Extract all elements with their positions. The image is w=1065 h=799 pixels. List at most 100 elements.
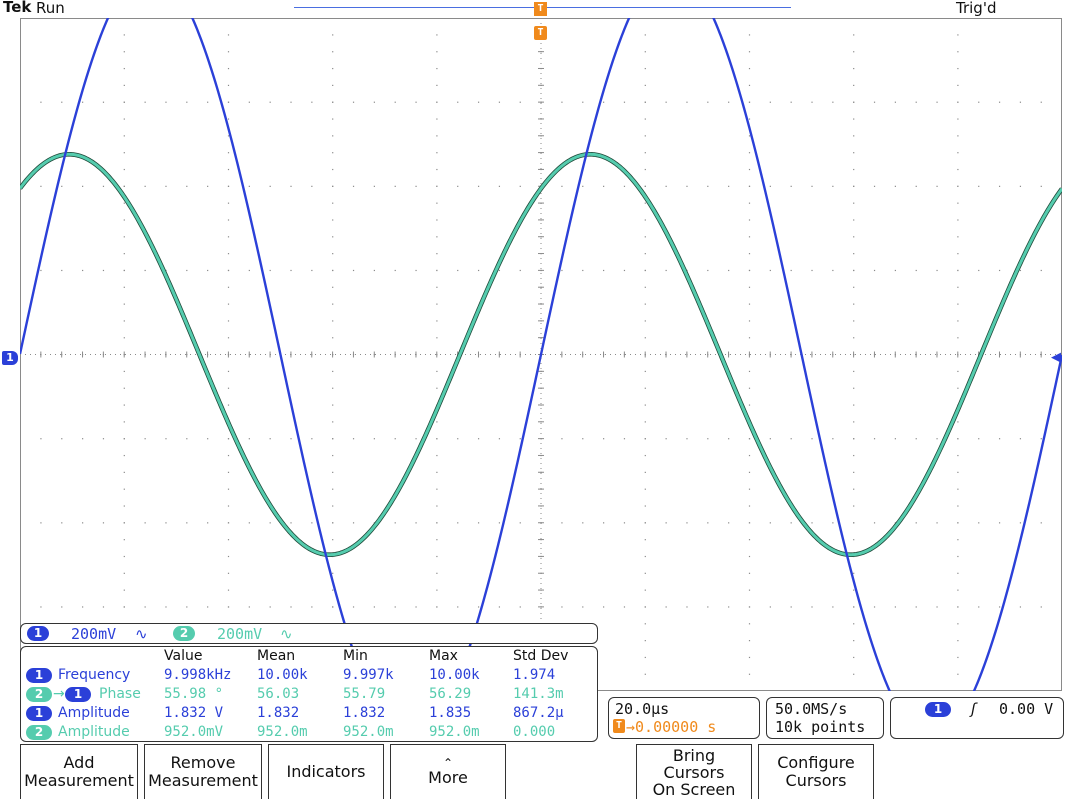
ch2-scale[interactable]: 200mV [217,625,263,643]
grid-dot [644,488,646,490]
trigger-readout[interactable]: 1 ʃ 0.00 V [890,697,1064,739]
grid-dot [519,522,521,524]
grid-dot [123,337,125,339]
configure-cursors-button[interactable]: Configure Cursors [758,744,874,799]
grid-dot [894,269,896,272]
grid-dot [227,101,230,103]
grid-dot [707,522,709,524]
grid-dot [415,185,417,187]
grid-dot [227,118,230,120]
grid-dot [957,253,959,255]
grid-dot [332,606,334,608]
row4-mean: 952.0m [257,724,308,740]
grid-dot [269,185,271,187]
grid-dot [227,67,230,70]
row2-arrow-icon: → [53,686,65,702]
row4-source-badge: 2 [26,725,52,740]
grid-dot [665,185,667,187]
grid-dot [644,589,646,591]
grid-dot [957,522,959,524]
grid-dot [957,51,959,53]
grid-dot [853,253,855,255]
grid-dot [227,320,230,322]
softkey-label-line1: Bring [672,745,716,765]
ch1-ground-marker[interactable]: 1 [2,351,18,365]
grid-dot [957,471,959,473]
grid-dot [227,168,230,171]
grid-dot [290,185,292,187]
grid-dot [748,286,751,288]
grid-dot [165,606,167,608]
grid-dot [227,438,230,440]
softkey-label-line1: Remove [170,753,236,772]
grid-dot [332,471,334,473]
grid-dot [144,606,146,608]
row3-label: Amplitude [58,705,130,721]
grid-dot [436,337,438,339]
grid-dot [665,522,667,524]
more-button[interactable]: ⌃ More [390,744,506,799]
grid-dot [332,269,334,272]
grid-dot [561,269,563,272]
grid-dot [957,67,959,70]
grid-dot [332,168,334,171]
grid-dot [457,185,459,187]
grid-dot [415,101,417,103]
ch2-badge[interactable]: 2 [173,626,195,641]
grid-dot [477,269,480,272]
grid-dot [207,101,209,103]
grid-dot [227,202,230,204]
trigger-time-marker[interactable]: T [534,26,547,40]
row3-min: 1.832 [343,705,386,721]
grid-dot [20,438,21,440]
grid-dot [477,606,480,608]
grid-dot [748,640,751,642]
grid-dot [436,421,438,423]
grid-dot [644,34,646,36]
grid-dot [853,118,855,120]
grid-dot [290,101,292,103]
grid-dot [436,387,438,389]
grid-dot [498,185,501,187]
grid-dot [853,152,855,154]
grid-dot [436,572,438,574]
grid-dot [186,522,188,524]
indicators-button[interactable]: Indicators [268,744,384,799]
grid-dot [332,421,334,423]
grid-dot [957,656,959,659]
grid-dot [352,522,355,524]
grid-dot [1040,269,1042,272]
grid-dot [644,522,646,524]
grid-dot [82,101,84,103]
grid-dot [1061,438,1062,440]
bring-cursors-on-screen-button[interactable]: Bring Cursors On Screen [636,744,752,799]
grid-dot [248,269,250,272]
row2-label: Phase [99,686,141,702]
grid-dot [82,185,84,187]
acquisition-readout[interactable]: 50.0MS/s 10k points [766,697,884,739]
grid-dot [790,101,792,103]
grid-dot [457,438,459,440]
grid-dot [644,202,646,204]
grid-dot [332,454,334,457]
grid-dot [436,320,438,322]
waveform-display[interactable] [20,18,1062,691]
ch2-waveform [20,152,1062,557]
grid-dot [248,185,250,187]
horizontal-readout[interactable]: 20.0μs T →0.00000 s [608,697,760,739]
ch1-badge[interactable]: 1 [27,626,49,641]
remove-measurement-button[interactable]: Remove Measurement [144,744,262,799]
grid-dot [40,101,42,103]
grid-dot [394,522,396,524]
grid-dot [728,522,730,524]
row1-value: 9.998kHz [164,667,232,683]
trigger-level-marker[interactable]: ◀ [1051,350,1061,365]
grid-dot [644,505,646,507]
grid-dot [748,18,751,19]
grid-dot [332,18,334,19]
grid-dot [853,471,855,473]
trigger-position-marker[interactable]: T [534,2,547,16]
ch1-scale[interactable]: 200mV [71,625,117,643]
row3-value: 1.832 V [164,705,224,721]
add-measurement-button[interactable]: Add Measurement [20,744,138,799]
